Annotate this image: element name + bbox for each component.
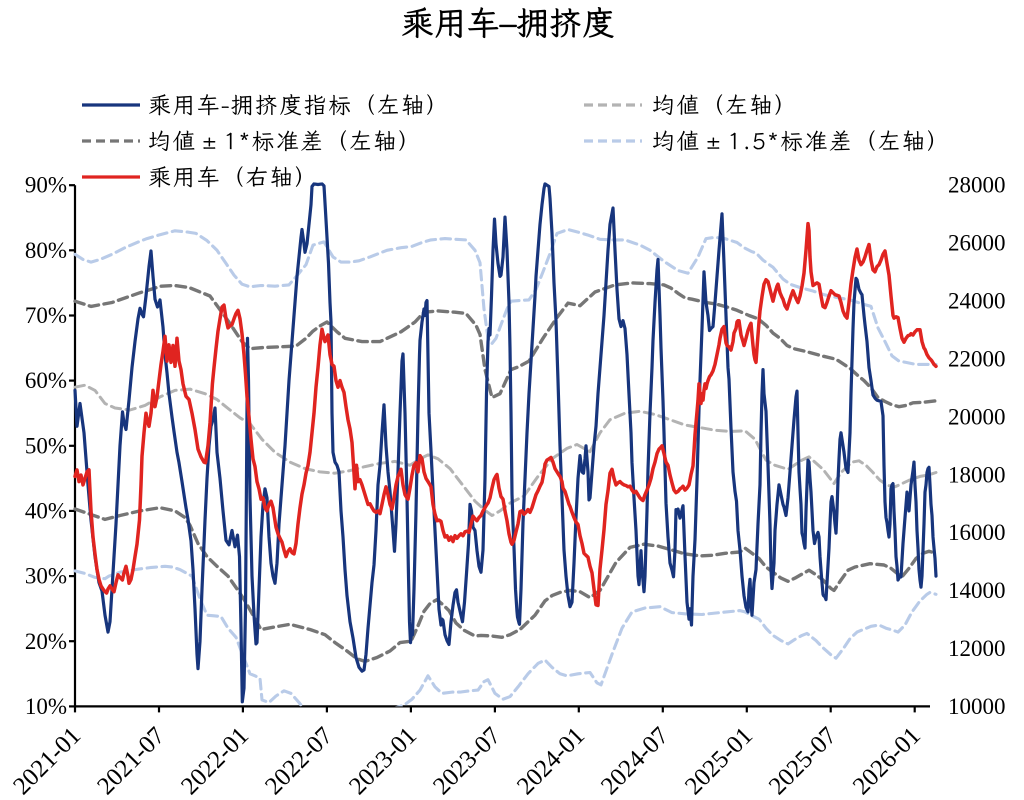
svg-text:24000: 24000: [948, 289, 1006, 314]
svg-text:26000: 26000: [948, 231, 1006, 256]
svg-text:14000: 14000: [948, 578, 1006, 603]
svg-text:50%: 50%: [25, 433, 67, 458]
svg-text:16000: 16000: [948, 520, 1006, 545]
svg-text:30%: 30%: [25, 564, 67, 589]
svg-text:20000: 20000: [948, 404, 1006, 429]
svg-text:10%: 10%: [25, 694, 67, 719]
svg-text:90%: 90%: [25, 173, 67, 198]
svg-text:40%: 40%: [25, 498, 67, 523]
svg-text:10000: 10000: [948, 694, 1006, 719]
svg-text:80%: 80%: [25, 238, 67, 263]
svg-text:18000: 18000: [948, 462, 1006, 487]
svg-text:20%: 20%: [25, 629, 67, 654]
svg-text:28000: 28000: [948, 173, 1006, 198]
svg-text:70%: 70%: [25, 303, 67, 328]
svg-text:12000: 12000: [948, 636, 1006, 661]
svg-text:22000: 22000: [948, 346, 1006, 371]
svg-text:60%: 60%: [25, 368, 67, 393]
